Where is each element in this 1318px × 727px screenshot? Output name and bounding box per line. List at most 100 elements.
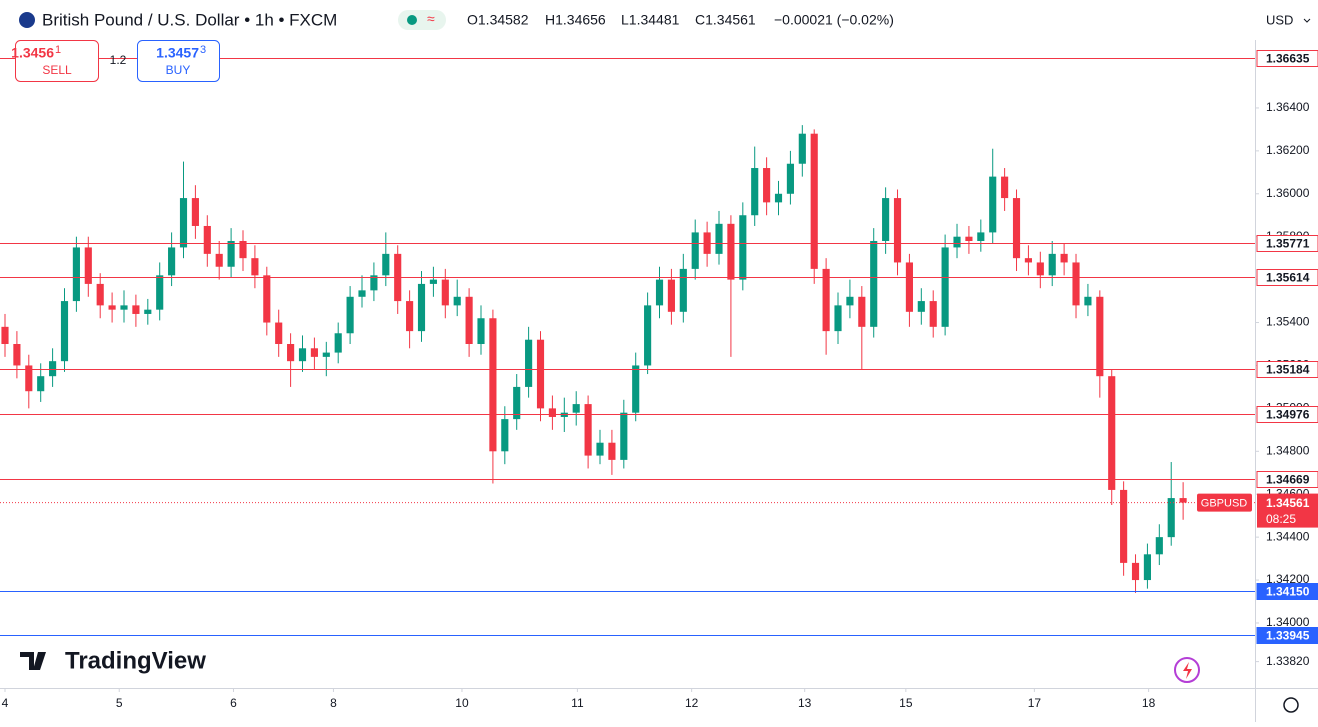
sell-button[interactable]: 1.3456 1 SELL — [11, 40, 99, 82]
buy-pip[interactable]: 3 — [200, 44, 206, 56]
candle-body — [751, 168, 759, 216]
candle-body — [334, 333, 342, 353]
candle-body — [156, 275, 164, 310]
candle-body — [965, 236, 973, 241]
level-tag-label: 1.34976 — [1266, 408, 1310, 422]
countdown-label: 08:25 — [1266, 512, 1296, 526]
candle-body — [620, 412, 628, 460]
buy-box[interactable] — [137, 40, 220, 82]
last-price-tag — [1257, 493, 1318, 528]
level-tag — [1256, 269, 1318, 286]
candle-body — [287, 344, 295, 362]
status-pill — [398, 10, 446, 30]
candle-body — [536, 339, 545, 409]
x-tick-label: 15 — [899, 696, 913, 710]
candle-body — [655, 279, 664, 306]
x-tick-label: 8 — [330, 696, 337, 710]
candle-body — [1155, 537, 1163, 555]
candle-body — [715, 223, 723, 254]
candle-body — [786, 163, 794, 194]
candle-body — [168, 247, 176, 276]
market-open-dot — [407, 15, 417, 25]
candle-body — [846, 296, 854, 306]
dropdown-arrow[interactable] — [1303, 18, 1311, 23]
candle-body — [1048, 253, 1056, 276]
candle-body — [441, 279, 449, 306]
candle-body — [1, 326, 9, 344]
assistant-bolt[interactable] — [1183, 662, 1192, 679]
candle-body — [465, 296, 473, 344]
spread: 1.2 — [110, 53, 127, 67]
plot-area — [0, 58, 1255, 636]
candle-body — [513, 386, 521, 420]
sell-label[interactable]: SELL — [42, 63, 72, 77]
candle-body — [1072, 262, 1080, 306]
candle-body — [1108, 376, 1116, 490]
settings-icon[interactable] — [1283, 697, 1299, 713]
buy-label[interactable]: BUY — [166, 63, 191, 77]
candle-body — [215, 253, 223, 267]
level-tag-label: 1.34669 — [1266, 473, 1310, 487]
ohlc-close: C1.34561 — [695, 12, 756, 28]
candle-body — [298, 348, 307, 362]
candle-body — [84, 247, 92, 284]
candle-body — [608, 442, 616, 460]
candle-body — [417, 283, 426, 332]
candle-body — [1001, 176, 1009, 199]
sell-box[interactable] — [15, 40, 99, 82]
level-tag-label: 1.33945 — [1266, 629, 1310, 643]
symbol-title: British Pound / U.S. Dollar • 1h • FXCM — [42, 10, 337, 29]
candle-body — [275, 322, 283, 344]
y-tick-label: 1.36200 — [1266, 143, 1310, 157]
candle-body — [1024, 258, 1032, 263]
x-tick-label: 13 — [798, 696, 812, 710]
candle-body — [1179, 498, 1187, 503]
symbol-tag-label: GBPUSD — [1201, 497, 1248, 509]
y-tick-label: 1.34800 — [1266, 443, 1310, 457]
buy-button[interactable]: 1.3457 3 BUY — [137, 40, 220, 82]
candle-body — [358, 290, 366, 297]
logo-mark — [20, 652, 46, 670]
sell-price[interactable]: 1.3456 — [11, 45, 54, 61]
candle-body — [25, 365, 33, 392]
level-tag-label: 1.36635 — [1266, 52, 1310, 66]
buy-price[interactable]: 1.3457 — [156, 45, 199, 61]
candle-body — [917, 301, 925, 312]
candle-body — [60, 301, 69, 362]
candle-body — [525, 339, 533, 387]
candle-body — [13, 344, 21, 366]
y-tick-label: 1.34400 — [1266, 529, 1310, 543]
candle-body — [822, 268, 830, 332]
candle-body — [893, 198, 902, 263]
currency-selector[interactable]: USD — [1266, 12, 1293, 27]
level-tag-label: 1.34150 — [1266, 585, 1310, 599]
candle-body — [989, 176, 997, 233]
candle-body — [1012, 198, 1021, 259]
candle-body — [132, 305, 140, 314]
candle-body — [632, 365, 640, 413]
wave-icon: ≈ — [427, 11, 435, 27]
ohlc-low: L1.34481 — [621, 12, 680, 28]
candle-body — [346, 296, 354, 334]
candle-body — [691, 232, 699, 269]
level-tag-label: 1.35771 — [1266, 237, 1310, 251]
candle-body — [596, 442, 604, 456]
candle-body — [251, 258, 259, 276]
ohlc-high: H1.34656 — [545, 12, 606, 28]
logo-text: TradingView — [65, 647, 206, 674]
candle-body — [1131, 562, 1140, 581]
x-tick-label: 6 — [230, 696, 237, 710]
candle-body — [798, 133, 806, 164]
y-tick-label: 1.34000 — [1266, 615, 1310, 629]
level-tag — [1256, 361, 1318, 378]
candle-body — [882, 198, 890, 241]
candle-body — [1143, 554, 1151, 581]
candle-body — [1060, 253, 1068, 263]
sell-pip[interactable]: 1 — [55, 44, 61, 56]
overlay: British Pound / U.S. Dollar • 1h • FXCM … — [11, 0, 1318, 713]
candle-body — [679, 268, 687, 312]
candle-body — [322, 352, 330, 357]
candle-body — [810, 133, 818, 269]
candle-body — [489, 318, 497, 452]
